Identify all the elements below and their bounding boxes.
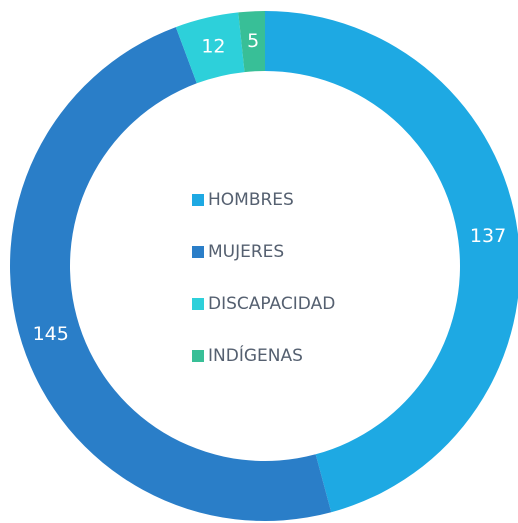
data-label: 5 — [247, 30, 259, 52]
legend-swatch — [192, 194, 204, 206]
data-label: 12 — [201, 35, 225, 57]
donut-slice — [175, 12, 245, 84]
legend-swatch — [192, 298, 204, 310]
data-label: 137 — [470, 225, 506, 247]
donut-slice — [10, 27, 332, 521]
donut-slice — [265, 11, 518, 513]
donut-slice — [238, 11, 265, 73]
legend-label: DISCAPACIDAD — [208, 294, 335, 314]
legend-label: INDÍGENAS — [208, 344, 303, 366]
legend-swatch — [192, 350, 204, 362]
legend-label: HOMBRES — [208, 190, 294, 210]
data-label: 145 — [33, 323, 69, 345]
legend-swatch — [192, 246, 204, 258]
legend-label: MUJERES — [208, 242, 284, 262]
